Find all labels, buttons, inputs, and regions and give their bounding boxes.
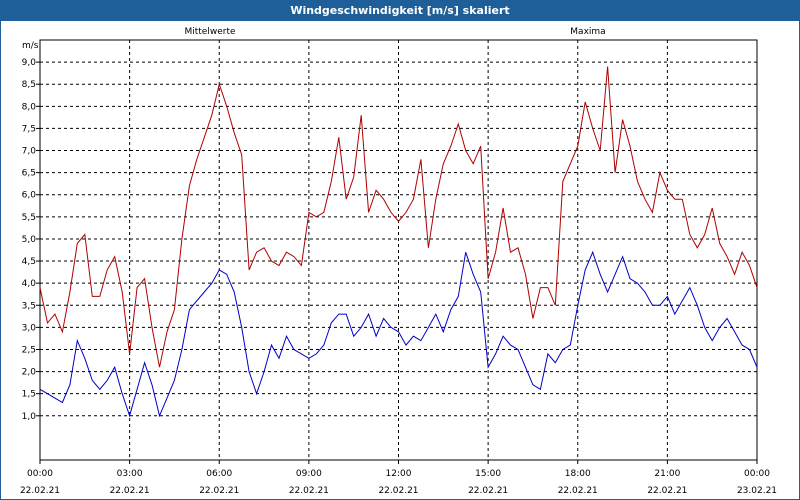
y-tick-label: 1,5: [22, 390, 36, 400]
grid: [40, 40, 757, 460]
y-tick-label: 3,5: [22, 301, 36, 311]
labels: m/s Mittelwerte Maxima 1,0 1,5 2,0 2,5 3,0 3,…: [20, 27, 777, 496]
plot-area-border: [39, 39, 758, 461]
legend-mittelwerte: Mittelwerte: [184, 27, 235, 37]
x-tick-time-label: 03:00: [117, 469, 143, 479]
x-tick-time-label: 15:00: [475, 469, 501, 479]
y-tick-label: 1,0: [22, 412, 37, 422]
y-tick-label: 7,0: [22, 147, 37, 157]
x-tick-time-label: 18:00: [565, 469, 591, 479]
y-axis-label: m/s: [22, 41, 39, 51]
y-tick-label: 8,5: [22, 80, 36, 90]
y-tick-label: 8,0: [22, 102, 37, 112]
x-tick-date-label: 22.02.21: [468, 486, 508, 496]
series: [39, 66, 758, 418]
x-tick-time-label: 12:00: [386, 469, 412, 479]
x-tick-date-label: 22.02.21: [289, 486, 329, 496]
x-tick-date-label: 22.02.21: [647, 486, 687, 496]
x-tick-date-label: 22.02.21: [110, 486, 150, 496]
y-tick-label: 4,5: [22, 257, 36, 267]
legend-maxima: Maxima: [570, 27, 605, 37]
y-tick-label: 3,0: [22, 323, 37, 333]
x-tick-date-label: 22.02.21: [558, 486, 598, 496]
x-tick-time-label: 09:00: [296, 469, 322, 479]
series-line-maxima: [39, 66, 758, 368]
y-tick-label: 5,5: [22, 213, 36, 223]
x-tick-date-label: 22.02.21: [378, 486, 418, 496]
y-tick-label: 9,0: [22, 58, 37, 68]
chart-title: Windgeschwindigkeit [m/s] skaliert: [1, 1, 799, 21]
y-tick-label: 2,5: [22, 345, 36, 355]
y-tick-label: 7,5: [22, 124, 36, 134]
x-tick-date-label: 22.02.21: [199, 486, 239, 496]
axes: [36, 39, 758, 464]
x-tick-time-label: 00:00: [744, 469, 770, 479]
y-tick-label: 4,0: [22, 279, 37, 289]
y-tick-label: 2,0: [22, 368, 37, 378]
y-tick-label: 6,0: [22, 191, 37, 201]
x-tick-date-label: 23.02.21: [737, 486, 777, 496]
series-line-mittelwerte: [39, 250, 758, 418]
y-tick-label: 6,5: [22, 169, 36, 179]
x-tick-time-label: 21:00: [654, 469, 680, 479]
x-tick-time-label: 06:00: [206, 469, 232, 479]
y-tick-label: 5,0: [22, 235, 37, 245]
x-tick-time-label: 00:00: [27, 469, 53, 479]
x-tick-date-label: 22.02.21: [20, 486, 60, 496]
